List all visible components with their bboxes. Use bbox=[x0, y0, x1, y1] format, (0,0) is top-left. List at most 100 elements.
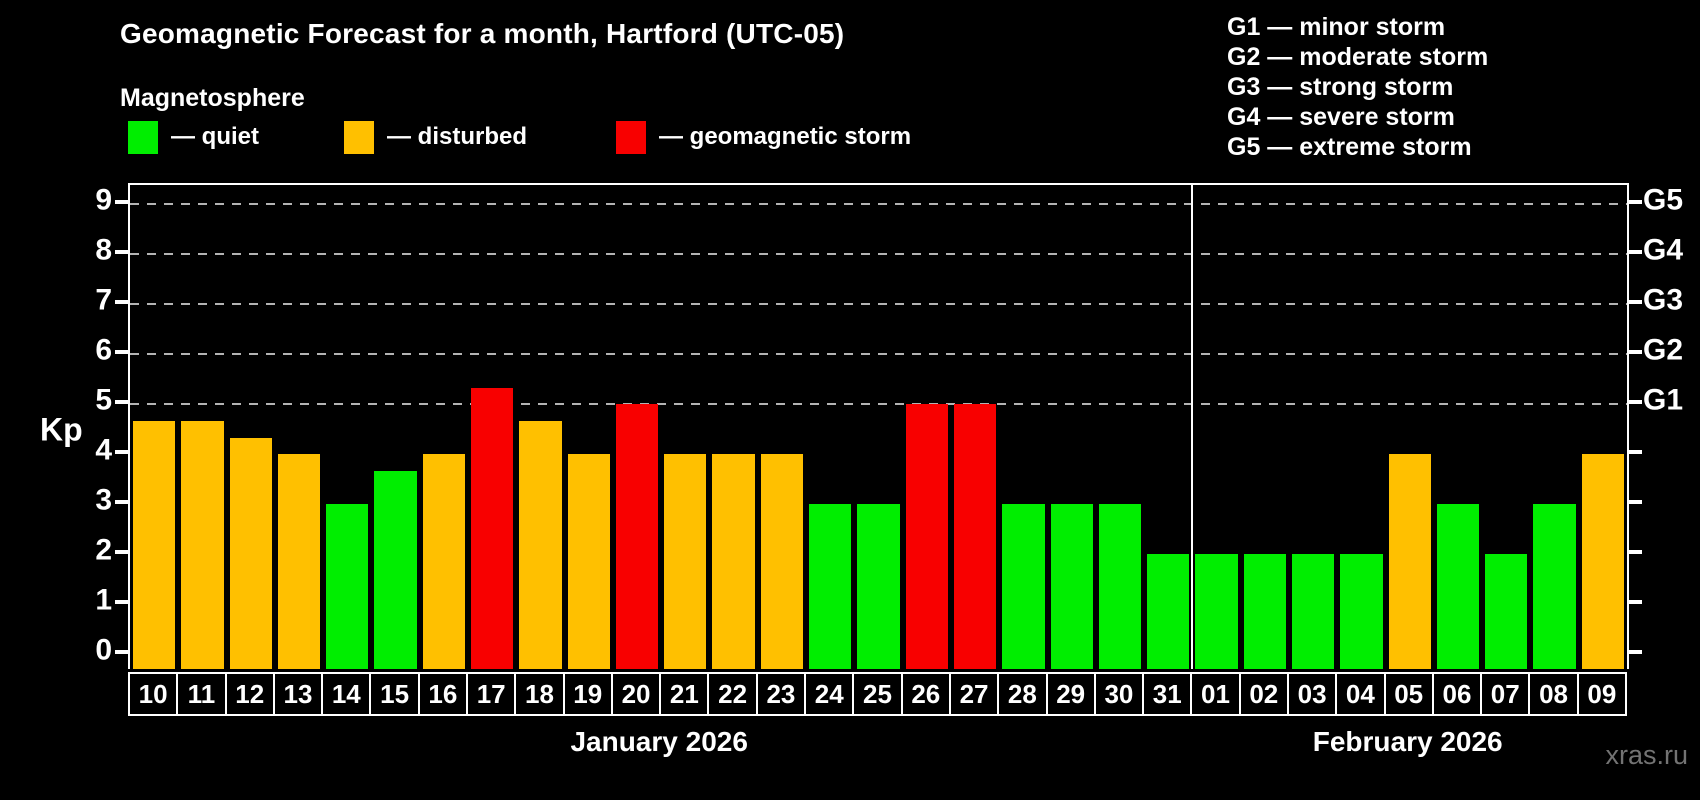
y-tick-label: 1 bbox=[95, 583, 112, 617]
y-tick-mark-right bbox=[1627, 550, 1642, 554]
day-cell: 24 bbox=[804, 672, 855, 716]
kp-bar bbox=[1243, 554, 1286, 669]
day-cell: 16 bbox=[417, 672, 469, 716]
day-cell: 10 bbox=[128, 672, 179, 716]
day-cell: 27 bbox=[948, 672, 1000, 716]
y-tick-mark-right bbox=[1627, 500, 1642, 504]
y-tick-mark-left bbox=[115, 200, 130, 204]
day-cell: 26 bbox=[900, 672, 951, 716]
y-tick-label: 4 bbox=[95, 433, 112, 467]
g-legend-line-5: G5 — extreme storm bbox=[1227, 133, 1472, 161]
g-axis-label-g4: G4 bbox=[1643, 233, 1684, 267]
day-cell: 25 bbox=[852, 672, 903, 716]
kp-bar bbox=[1533, 504, 1576, 669]
y-tick-label: 2 bbox=[95, 533, 112, 567]
plot-area bbox=[128, 183, 1629, 669]
kp-bar bbox=[1147, 554, 1190, 669]
kp-bar bbox=[857, 504, 900, 669]
kp-bar bbox=[1195, 554, 1238, 669]
y-tick-mark-right bbox=[1627, 250, 1642, 254]
y-tick-mark-left bbox=[115, 550, 130, 554]
y-tick-mark-left bbox=[115, 350, 130, 354]
g-axis-label-g5: G5 bbox=[1643, 183, 1684, 217]
kp-bar bbox=[374, 470, 417, 669]
day-cell: 17 bbox=[466, 672, 517, 716]
kp-bar bbox=[133, 420, 176, 669]
y-tick-mark-left bbox=[115, 400, 130, 404]
day-cell: 04 bbox=[1335, 672, 1386, 716]
day-cell: 06 bbox=[1431, 672, 1483, 716]
kp-bar bbox=[519, 420, 562, 669]
y-tick-label: 3 bbox=[95, 483, 112, 517]
gridline-kp5 bbox=[130, 403, 1627, 405]
kp-bar bbox=[953, 404, 997, 669]
day-cell: 14 bbox=[321, 672, 372, 716]
gridline-kp6 bbox=[130, 353, 1627, 355]
kp-bar bbox=[422, 454, 466, 669]
month-label-january: January 2026 bbox=[570, 726, 748, 757]
day-cell: 18 bbox=[514, 672, 565, 716]
day-cell: 19 bbox=[562, 672, 613, 716]
kp-bar bbox=[277, 454, 321, 669]
g-axis-label-g1: G1 bbox=[1643, 383, 1684, 417]
y-tick-label: 6 bbox=[95, 333, 112, 367]
day-cell: 21 bbox=[659, 672, 710, 716]
y-tick-mark-right bbox=[1627, 450, 1642, 454]
y-tick-mark-right bbox=[1627, 300, 1642, 304]
g-legend-line-2: G2 — moderate storm bbox=[1227, 43, 1489, 71]
day-cell: 22 bbox=[707, 672, 758, 716]
y-tick-label: 8 bbox=[95, 233, 112, 267]
day-cell: 20 bbox=[610, 672, 662, 716]
kp-bar bbox=[1050, 504, 1093, 669]
page-title: Geomagnetic Forecast for a month, Hartfo… bbox=[120, 18, 845, 49]
legend-label-storm: — geomagnetic storm bbox=[659, 123, 912, 150]
gridline-kp7 bbox=[130, 303, 1627, 305]
kp-bar bbox=[1340, 554, 1383, 669]
day-cell: 31 bbox=[1142, 672, 1193, 716]
kp-bar bbox=[1291, 554, 1335, 669]
kp-bar bbox=[1436, 504, 1480, 669]
day-cell: 30 bbox=[1093, 672, 1145, 716]
day-cell: 07 bbox=[1480, 672, 1531, 716]
y-tick-mark-right bbox=[1627, 400, 1642, 404]
day-cell: 09 bbox=[1576, 672, 1627, 716]
g-legend-line-4: G4 — severe storm bbox=[1227, 103, 1455, 131]
day-axis: 10 11 12 13 14 15 16 17 18 19 20 21 22 23 24 25 26 27 28 29… bbox=[128, 672, 1627, 716]
g-legend-line-3: G3 — strong storm bbox=[1227, 73, 1454, 101]
kp-bar bbox=[1485, 554, 1528, 669]
g-scale-legend: G1 — minor storm G2 — moderate storm G3 — … bbox=[1227, 12, 1488, 162]
month-divider-line bbox=[1191, 185, 1194, 669]
kp-bar bbox=[809, 504, 852, 669]
day-cell: 01 bbox=[1190, 672, 1241, 716]
day-cell: 05 bbox=[1383, 672, 1434, 716]
g-legend-line-1: G1 — minor storm bbox=[1227, 13, 1446, 41]
magnetosphere-label: Magnetosphere bbox=[120, 84, 305, 112]
kp-bar bbox=[1388, 454, 1431, 669]
y-tick-label: 5 bbox=[95, 383, 112, 417]
kp-bar bbox=[229, 437, 272, 669]
kp-bar bbox=[1581, 454, 1624, 669]
y-tick-mark-right bbox=[1627, 200, 1642, 204]
day-cell: 23 bbox=[755, 672, 807, 716]
day-cell: 08 bbox=[1528, 672, 1579, 716]
day-cell: 28 bbox=[997, 672, 1048, 716]
kp-bar bbox=[1098, 504, 1142, 669]
y-tick-mark-right bbox=[1627, 350, 1642, 354]
legend-item-storm: — geomagnetic storm bbox=[616, 119, 911, 155]
day-cell: 15 bbox=[369, 672, 420, 716]
y-tick-label: 9 bbox=[95, 183, 112, 217]
y-axis-label: Kp bbox=[40, 411, 83, 448]
day-cell: 12 bbox=[224, 672, 275, 716]
watermark: xras.ru bbox=[1605, 740, 1688, 770]
y-tick-mark-left bbox=[115, 450, 130, 454]
legend-item-disturbed: — disturbed bbox=[344, 119, 527, 155]
y-tick-label: 0 bbox=[95, 633, 112, 667]
y-tick-label: 7 bbox=[95, 283, 112, 317]
day-cell: 03 bbox=[1286, 672, 1338, 716]
legend-label-disturbed: — disturbed bbox=[387, 123, 528, 150]
g-axis-label-g2: G2 bbox=[1643, 333, 1684, 367]
day-cell: 29 bbox=[1045, 672, 1096, 716]
kp-bar bbox=[905, 404, 948, 669]
y-tick-mark-right bbox=[1627, 650, 1642, 654]
